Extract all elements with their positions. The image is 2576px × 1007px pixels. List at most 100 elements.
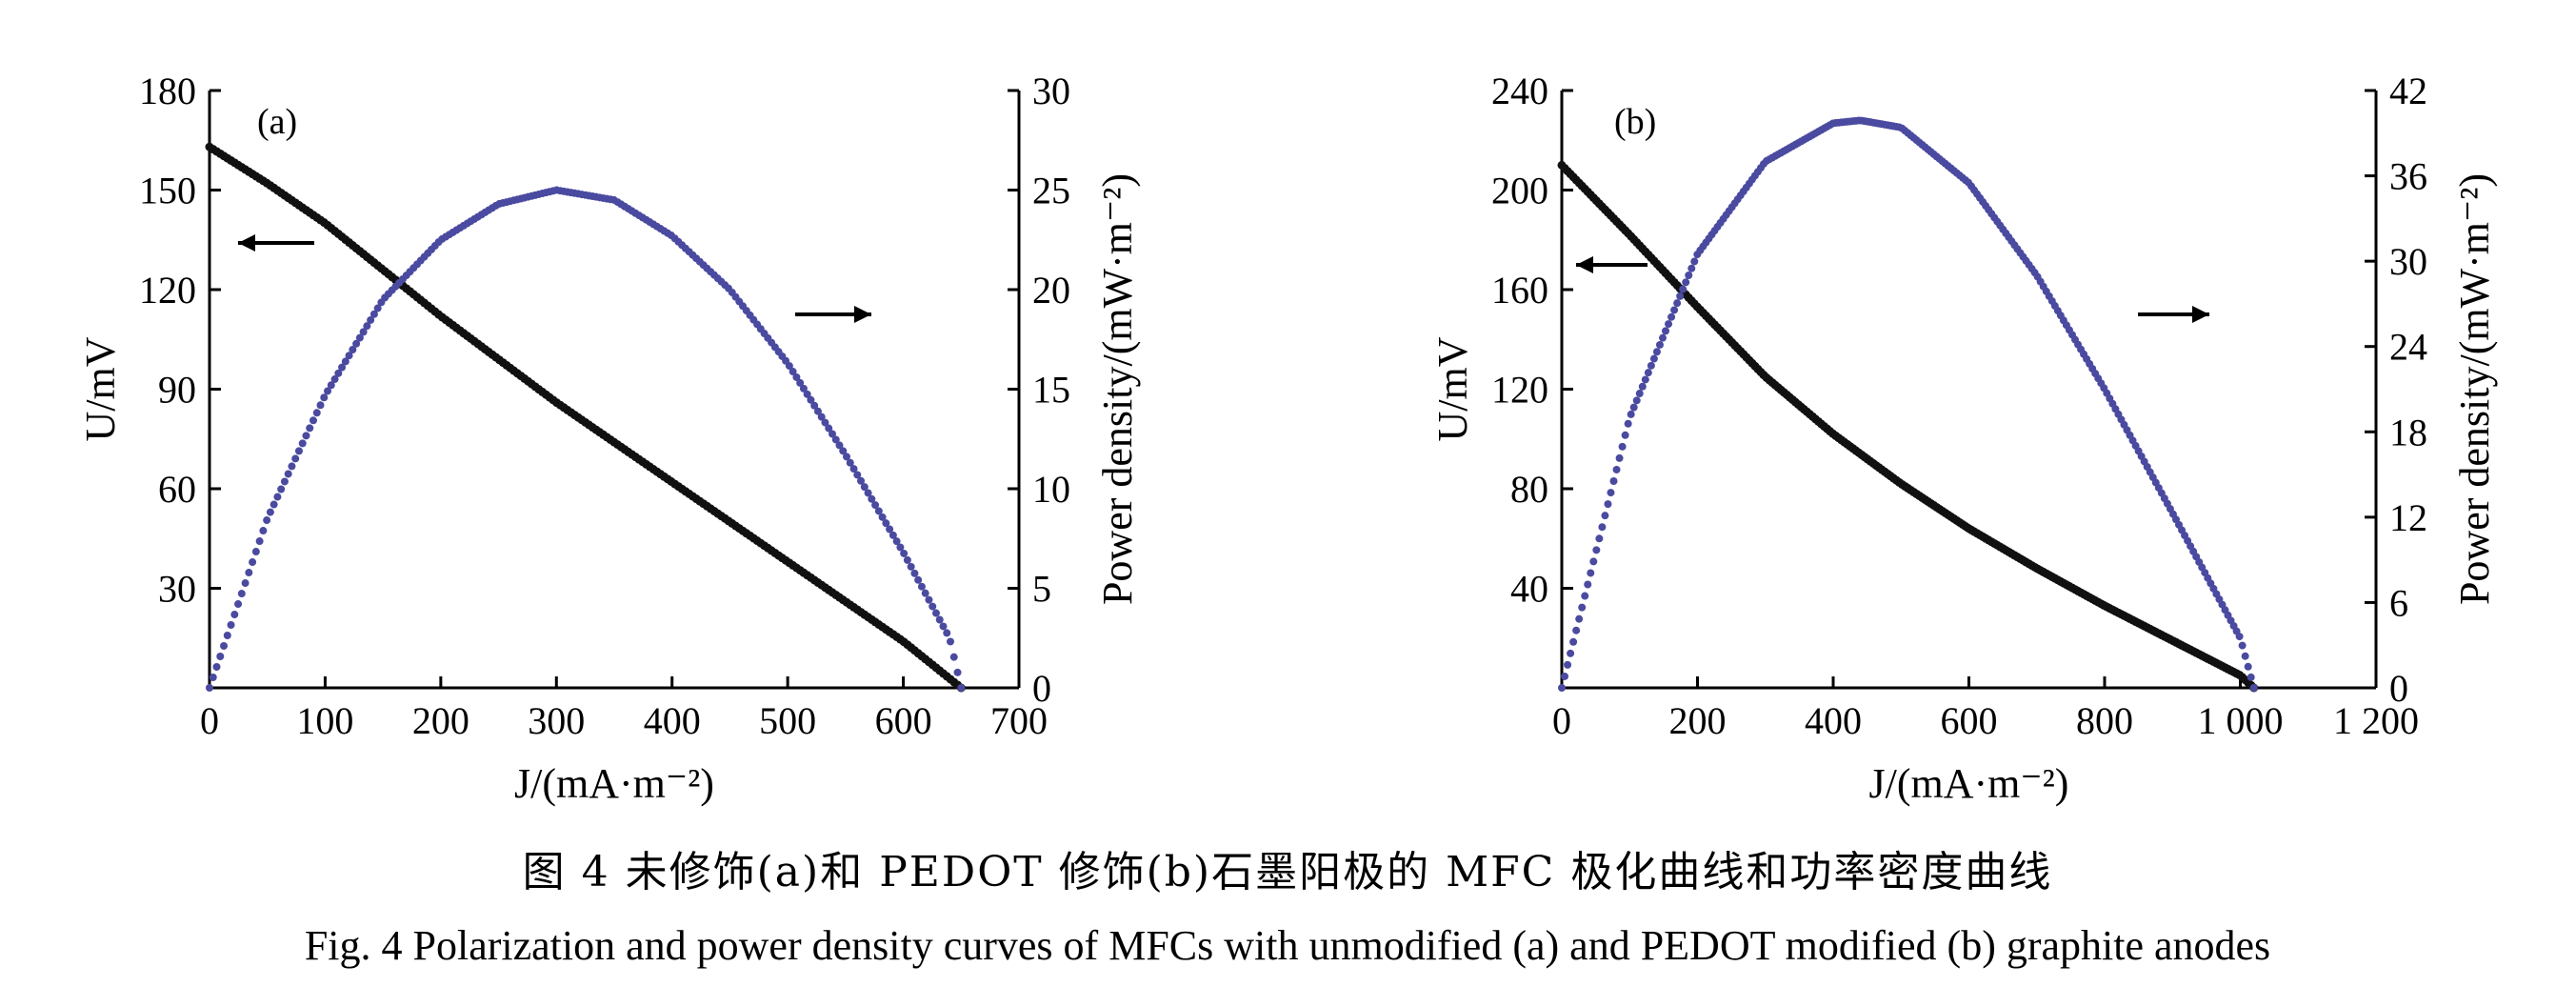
right-y-tick-label: 0	[2389, 667, 2408, 710]
power-point	[330, 375, 339, 384]
power-point	[1612, 465, 1621, 473]
x-tick-label: 100	[296, 699, 353, 742]
power-point	[903, 555, 911, 564]
power-point	[223, 632, 231, 640]
power-point	[324, 387, 332, 395]
right-y-tick-label: 6	[2389, 581, 2408, 624]
power-point	[892, 537, 901, 546]
power-point	[294, 447, 303, 455]
left-y-tick-label: 150	[139, 170, 196, 212]
power-point	[807, 395, 815, 404]
right-y-tick-label: 12	[2389, 496, 2427, 539]
power-point	[212, 663, 221, 672]
power-density-series	[206, 186, 966, 692]
power-point	[1629, 403, 1638, 412]
x-tick-label: 1 000	[2198, 699, 2284, 742]
power-point	[1589, 557, 1598, 566]
power-point	[785, 362, 793, 371]
voltage-series	[205, 142, 966, 693]
left-y-tick-label: 30	[158, 568, 196, 611]
power-point	[1632, 396, 1641, 405]
power-point	[266, 508, 274, 516]
power-point	[914, 575, 923, 584]
power-point	[352, 339, 361, 348]
power-point	[270, 500, 278, 509]
power-point	[1564, 660, 1572, 669]
right-y-tick-label: 10	[1032, 468, 1070, 511]
power-point	[1598, 523, 1607, 532]
power-point	[864, 489, 872, 497]
power-point	[234, 600, 243, 609]
power-point	[857, 476, 866, 485]
power-point	[821, 418, 829, 427]
power-point	[309, 416, 317, 425]
power-point	[921, 589, 929, 597]
right-y-axis-title: Power density/(mW·m⁻²)	[1094, 173, 1141, 605]
power-point	[874, 507, 883, 515]
power-point	[1567, 649, 1575, 657]
power-point	[1652, 348, 1661, 356]
left-y-axis-title: U/mV	[77, 336, 124, 441]
voltage-series	[1557, 160, 2259, 693]
left-y-tick-label: 200	[1491, 170, 1548, 212]
power-point	[947, 637, 955, 646]
power-point	[925, 595, 933, 604]
right-arrowhead	[854, 306, 871, 323]
power-point	[935, 615, 944, 624]
power-point	[216, 653, 225, 661]
left-arrowhead	[238, 234, 255, 252]
power-point	[907, 562, 915, 571]
power-point	[2235, 633, 2244, 641]
power-point	[1685, 271, 1693, 279]
power-point	[306, 424, 314, 433]
power-point	[789, 368, 797, 376]
power-point	[241, 579, 250, 588]
power-point	[1618, 442, 1627, 451]
x-tick-label: 400	[1805, 699, 1862, 742]
left-y-tick-label: 60	[158, 468, 196, 511]
power-point	[2238, 641, 2247, 650]
power-point	[853, 471, 862, 479]
x-tick-label: 800	[2076, 699, 2133, 742]
power-point	[828, 430, 836, 438]
power-point	[839, 447, 848, 455]
power-point	[359, 328, 368, 336]
power-point	[835, 441, 844, 450]
power-point	[882, 519, 890, 528]
power-point	[369, 310, 378, 318]
power-point	[316, 401, 325, 410]
power-point	[796, 378, 805, 387]
power-point	[345, 352, 353, 360]
power-point	[1670, 306, 1679, 314]
power-point	[817, 413, 826, 421]
power-point	[953, 668, 962, 676]
x-tick-label: 500	[759, 699, 816, 742]
power-point	[792, 373, 801, 381]
right-y-tick-label: 18	[2389, 411, 2427, 453]
power-point	[1673, 299, 1682, 308]
panel-label: (b)	[1614, 102, 1656, 142]
power-point	[249, 558, 257, 567]
panel-b-chart: 0 200 400 600 800 1 000 1 200 40 80 120 160 200 240 0…	[1429, 70, 2498, 807]
power-point	[1624, 419, 1632, 428]
power-point	[1572, 626, 1581, 634]
power-point	[288, 462, 296, 471]
power-point	[1601, 512, 1609, 520]
right-arrowhead	[2192, 306, 2209, 323]
left-y-tick-label: 160	[1491, 269, 1548, 312]
power-point	[349, 345, 357, 353]
left-y-tick-label: 180	[139, 70, 196, 112]
power-point	[2244, 662, 2252, 671]
right-y-tick-label: 24	[2389, 326, 2427, 369]
power-point	[363, 322, 371, 331]
power-point	[1581, 592, 1589, 600]
power-point	[284, 470, 292, 478]
x-tick-label: 1 200	[2333, 699, 2419, 742]
power-point	[896, 543, 905, 552]
right-y-tick-label: 5	[1032, 568, 1051, 611]
left-y-tick-label: 90	[158, 369, 196, 412]
power-point	[810, 401, 819, 410]
power-point	[1584, 580, 1592, 589]
power-point	[373, 304, 382, 312]
right-y-tick-label: 42	[2389, 70, 2427, 112]
